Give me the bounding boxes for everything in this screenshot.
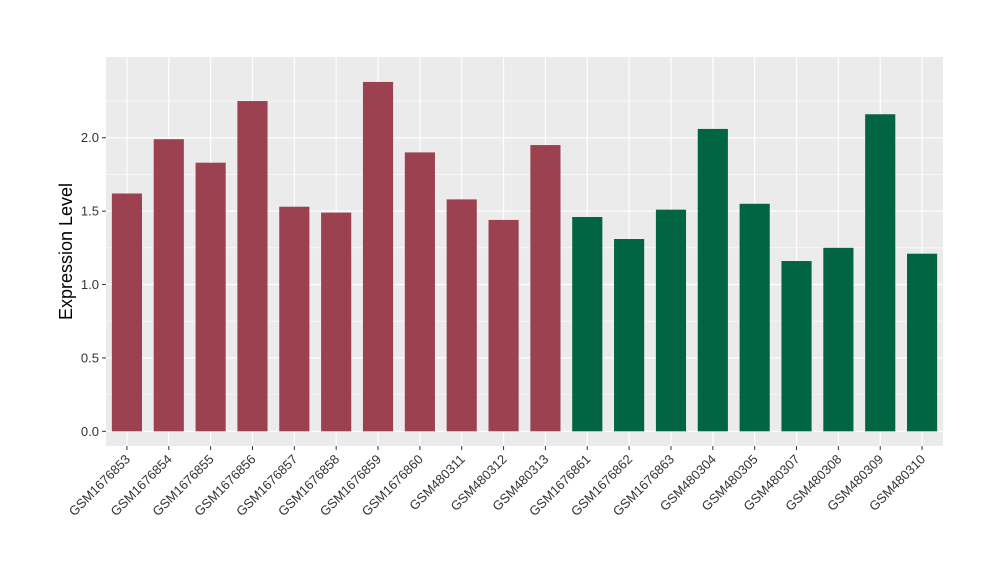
bar-GSM480312 bbox=[488, 219, 519, 432]
bar-GSM480304 bbox=[697, 128, 728, 432]
bar-GSM1676854 bbox=[153, 139, 184, 432]
bar-GSM480313 bbox=[530, 145, 561, 432]
bar-GSM1676863 bbox=[655, 209, 687, 432]
y-tick-label: 0.0 bbox=[81, 424, 99, 439]
y-tick-label: 1.5 bbox=[81, 204, 99, 219]
bar-GSM1676858 bbox=[321, 212, 352, 432]
bar-GSM480307 bbox=[781, 261, 812, 432]
bar-GSM1676856 bbox=[237, 101, 268, 432]
bar-GSM480310 bbox=[907, 253, 938, 432]
y-axis-title: Expression Level bbox=[56, 183, 76, 320]
y-axis: 0.0 0.5 1.0 1.5 2.0 bbox=[81, 130, 106, 439]
x-axis: GSM1676853GSM1676854GSM1676855GSM1676856… bbox=[66, 446, 928, 519]
bar-GSM480305 bbox=[739, 203, 770, 432]
y-tick-label: 2.0 bbox=[81, 130, 99, 145]
bar-GSM1676860 bbox=[404, 152, 435, 432]
y-tick-label: 1.0 bbox=[81, 277, 99, 292]
y-tick-label: 0.5 bbox=[81, 350, 99, 365]
bar-GSM1676862 bbox=[614, 239, 645, 432]
bar-GSM480309 bbox=[865, 114, 896, 432]
plot-panel bbox=[106, 57, 943, 446]
bar-GSM1676855 bbox=[195, 162, 226, 432]
bar-GSM480311 bbox=[446, 199, 477, 432]
bar-GSM1676861 bbox=[572, 217, 603, 432]
bar-GSM480308 bbox=[823, 247, 854, 432]
bar-GSM1676857 bbox=[279, 206, 310, 432]
bars bbox=[111, 81, 938, 432]
bar-GSM1676853 bbox=[111, 193, 142, 432]
bar-GSM1676859 bbox=[362, 81, 394, 432]
